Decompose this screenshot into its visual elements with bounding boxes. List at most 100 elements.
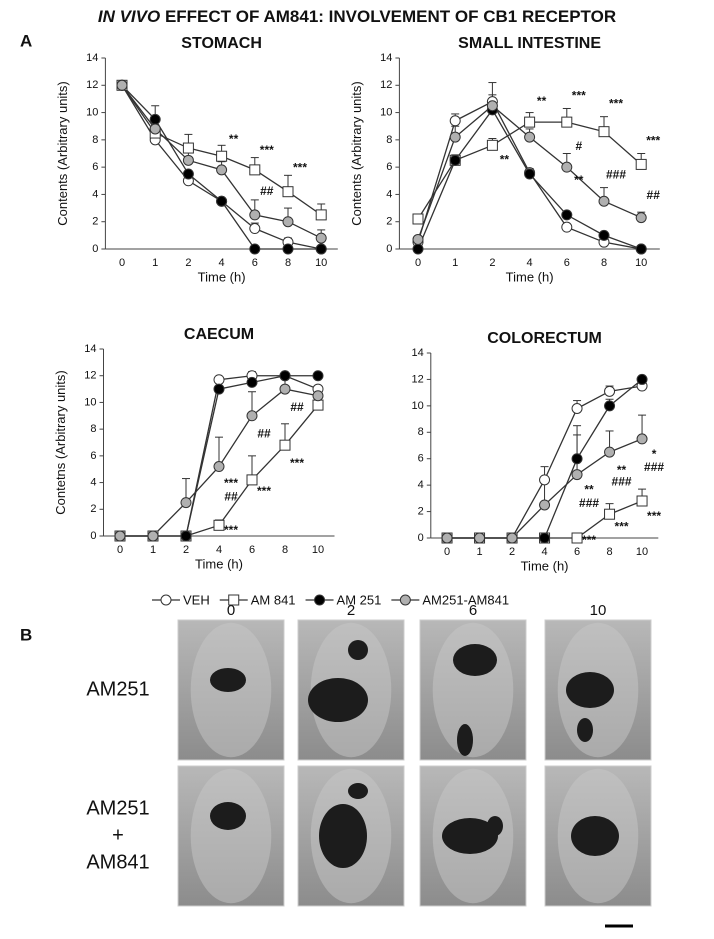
y-tick-label: 0 xyxy=(92,243,98,255)
xray-contrast xyxy=(571,816,619,856)
annotation: *** xyxy=(257,484,271,498)
image-grid: 0 2 6 10 AM251 AM251 + AM841 xyxy=(86,602,652,907)
x-tick-label: 10 xyxy=(636,546,648,558)
xray-contrast xyxy=(348,783,368,799)
marker xyxy=(598,229,610,241)
xray-body xyxy=(190,768,272,904)
marker xyxy=(180,497,192,509)
x-tick-label: 6 xyxy=(574,546,580,558)
x-tick-label: 10 xyxy=(635,257,647,269)
x-tick-label: 0 xyxy=(119,257,125,269)
annotation: * xyxy=(652,447,657,461)
annotation: ### xyxy=(606,168,626,182)
x-tick-label: 1 xyxy=(152,257,158,269)
marker xyxy=(474,532,486,544)
y-tick-label: 0 xyxy=(386,243,392,255)
y-axis-label: Contents (Arbitrary units) xyxy=(349,81,364,226)
marker xyxy=(312,399,324,411)
marker xyxy=(312,390,324,402)
marker xyxy=(282,216,294,228)
marker xyxy=(246,410,258,422)
annotation: ** xyxy=(574,173,584,187)
annotation: # xyxy=(575,139,582,153)
x-tick-label: 1 xyxy=(150,544,156,556)
marker xyxy=(539,532,551,544)
marker xyxy=(561,116,573,128)
annotation: ### xyxy=(612,475,632,489)
xray-contrast xyxy=(487,816,503,836)
column-label: 0 xyxy=(227,602,235,619)
marker xyxy=(524,131,536,143)
chart-title: CAECUM xyxy=(184,326,254,343)
marker xyxy=(315,232,327,244)
marker xyxy=(315,243,327,255)
y-tick-label: 8 xyxy=(386,134,392,146)
marker xyxy=(635,212,647,224)
marker xyxy=(561,221,573,233)
legend-label: AM251-AM841 xyxy=(422,592,509,607)
marker xyxy=(449,131,461,143)
marker xyxy=(249,243,261,255)
marker xyxy=(282,186,294,198)
x-tick-label: 0 xyxy=(415,257,421,269)
marker xyxy=(149,123,161,135)
y-tick-label: 10 xyxy=(84,396,96,408)
x-tick-label: 8 xyxy=(285,257,291,269)
marker xyxy=(182,154,194,166)
annotation: ** xyxy=(584,483,594,497)
marker xyxy=(216,195,228,207)
legend-marker xyxy=(399,594,411,606)
y-tick-label: 6 xyxy=(90,450,96,462)
xray-contrast xyxy=(453,644,497,676)
x-tick-label: 10 xyxy=(312,544,324,556)
marker xyxy=(486,100,498,112)
marker xyxy=(246,474,258,486)
marker xyxy=(604,446,616,458)
x-tick-label: 4 xyxy=(527,257,533,269)
marker xyxy=(486,139,498,151)
annotation: *** xyxy=(609,97,623,111)
x-tick-label: 2 xyxy=(185,257,191,269)
y-tick-label: 2 xyxy=(90,503,96,515)
marker xyxy=(571,532,583,544)
y-tick-label: 6 xyxy=(92,161,98,173)
y-tick-label: 14 xyxy=(86,52,98,64)
marker xyxy=(571,453,583,465)
y-tick-label: 8 xyxy=(92,134,98,146)
y-tick-label: 8 xyxy=(90,423,96,435)
y-tick-label: 4 xyxy=(90,476,96,488)
marker xyxy=(412,233,424,245)
marker xyxy=(312,370,324,382)
x-tick-label: 6 xyxy=(564,257,570,269)
annotation: ### xyxy=(644,460,664,474)
y-tick-label: 0 xyxy=(418,532,424,544)
x-tick-label: 1 xyxy=(476,546,482,558)
annotation: ** xyxy=(500,152,510,166)
annotation: *** xyxy=(646,133,660,147)
marker xyxy=(524,116,536,128)
y-tick-label: 14 xyxy=(380,52,392,64)
chart-title: COLORECTUM xyxy=(487,330,602,347)
marker xyxy=(249,164,261,176)
x-tick-label: 10 xyxy=(315,257,327,269)
marker xyxy=(604,508,616,520)
marker xyxy=(539,474,551,486)
x-axis-label: Time (h) xyxy=(506,269,554,284)
legend-label: VEH xyxy=(183,592,210,607)
marker xyxy=(635,243,647,255)
annotation: *** xyxy=(293,161,307,175)
marker xyxy=(315,209,327,221)
x-tick-label: 6 xyxy=(249,544,255,556)
marker xyxy=(216,150,228,162)
marker xyxy=(213,519,225,531)
y-tick-label: 6 xyxy=(386,161,392,173)
marker xyxy=(249,223,261,235)
y-tick-label: 6 xyxy=(418,453,424,465)
marker xyxy=(412,213,424,225)
legend-marker xyxy=(314,594,326,606)
marker xyxy=(114,530,126,542)
y-tick-label: 2 xyxy=(92,216,98,228)
marker xyxy=(213,374,225,386)
annotation: ## xyxy=(290,400,304,414)
